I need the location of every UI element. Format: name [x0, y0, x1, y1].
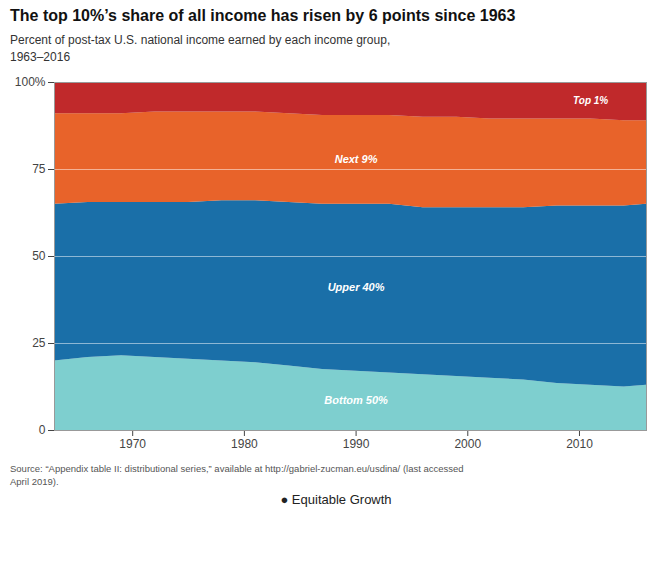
- svg-text:Bottom 50%: Bottom 50%: [324, 394, 388, 406]
- svg-text:1990: 1990: [343, 437, 370, 451]
- svg-text:2000: 2000: [454, 437, 481, 451]
- svg-text:Next 9%: Next 9%: [335, 153, 378, 165]
- svg-text:1970: 1970: [119, 437, 146, 451]
- svg-text:100%: 100%: [15, 75, 46, 89]
- svg-text:0: 0: [39, 423, 46, 437]
- html-text:● Equitable Growth: ● Equitable Growth: [280, 492, 392, 508]
- svg-text:Upper 40%: Upper 40%: [328, 281, 385, 293]
- svg-text:Top 1%: Top 1%: [573, 95, 608, 106]
- svg-text:50: 50: [32, 249, 46, 263]
- svg-text:1980: 1980: [231, 437, 258, 451]
- svg-text:2010: 2010: [566, 437, 593, 451]
- html-text:The top 10%’s share of all inc: The top 10%’s share of all income has ri…: [10, 7, 516, 24]
- html-text:Percent of post-tax U.S. natio: Percent of post-tax U.S. national income…: [10, 33, 391, 64]
- html-text:Source: “Appendix table II: di: Source: “Appendix table II: distribution…: [10, 462, 464, 487]
- svg-text:75: 75: [32, 162, 46, 176]
- svg-text:25: 25: [32, 336, 46, 350]
